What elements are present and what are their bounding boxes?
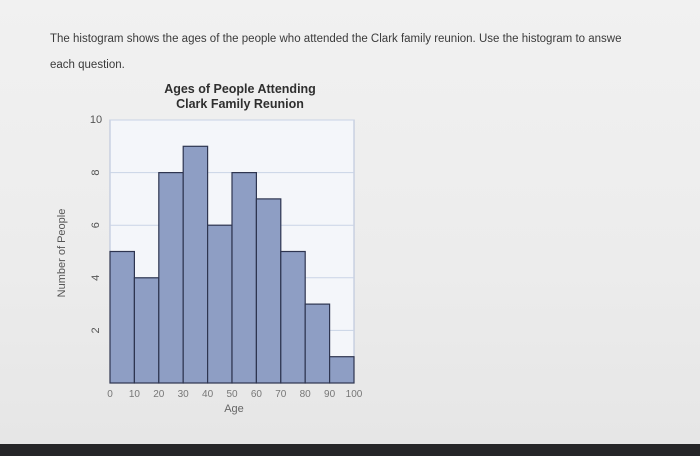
histogram-bar-50-60 xyxy=(231,172,257,384)
x-tick-label-50: 50 xyxy=(226,389,238,400)
histogram-bar-10-20 xyxy=(133,277,160,384)
x-axis-label: Age xyxy=(224,403,244,415)
y-tick-label-10: 10 xyxy=(90,114,102,126)
x-tick-label-30: 30 xyxy=(178,389,190,400)
y-tick-label-8: 8 xyxy=(90,170,102,176)
histogram-bar-20-30 xyxy=(158,172,184,384)
instructions-line-1: The histogram shows the ages of the peop… xyxy=(50,33,622,45)
x-tick-label-70: 70 xyxy=(275,389,287,400)
histogram-bar-90-100 xyxy=(329,356,355,384)
instructions-text: The histogram shows the ages of the peop… xyxy=(50,26,690,78)
y-axis-label: Number of People xyxy=(56,208,68,298)
histogram-bar-30-40 xyxy=(182,145,209,384)
x-tick-label-10: 10 xyxy=(129,389,141,400)
x-tick-label-100: 100 xyxy=(346,389,363,400)
histogram-bar-70-80 xyxy=(280,250,306,384)
instructions-line-2: each question. xyxy=(50,59,125,71)
y-tick-label-2: 2 xyxy=(90,327,102,333)
screen-bottom-edge xyxy=(0,444,700,456)
x-tick-label-90: 90 xyxy=(324,389,336,400)
x-tick-label-60: 60 xyxy=(251,389,263,400)
worksheet-page: The histogram shows the ages of the peop… xyxy=(0,0,700,444)
x-tick-label-40: 40 xyxy=(202,389,214,400)
histogram-bar-0-10 xyxy=(109,250,135,384)
x-tick-label-20: 20 xyxy=(153,389,165,400)
chart-title: Ages of People Attending Clark Family Re… xyxy=(120,82,360,112)
x-tick-label-0: 0 xyxy=(107,389,113,400)
chart-title-line-1: Ages of People Attending xyxy=(164,82,316,96)
y-tick-label-4: 4 xyxy=(90,275,102,281)
y-tick-label-6: 6 xyxy=(90,222,102,228)
histogram-bar-60-70 xyxy=(255,198,282,384)
x-tick-label-80: 80 xyxy=(300,389,312,400)
chart-title-line-2: Clark Family Reunion xyxy=(176,97,304,111)
histogram-bar-40-50 xyxy=(207,224,233,384)
histogram-bar-80-90 xyxy=(304,303,331,384)
